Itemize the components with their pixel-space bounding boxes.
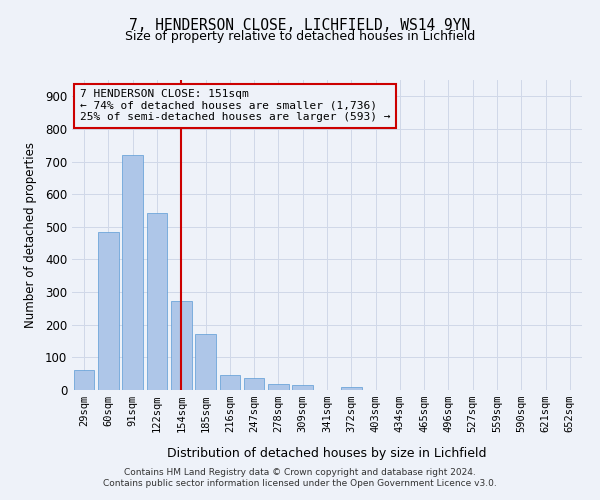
Text: Size of property relative to detached houses in Lichfield: Size of property relative to detached ho… [125,30,475,43]
Bar [341,386,362,390]
Bar [268,384,289,390]
Bar [292,386,313,390]
Text: Distribution of detached houses by size in Lichfield: Distribution of detached houses by size … [167,448,487,460]
Text: 7, HENDERSON CLOSE, LICHFIELD, WS14 9YN: 7, HENDERSON CLOSE, LICHFIELD, WS14 9YN [130,18,470,32]
Text: 7 HENDERSON CLOSE: 151sqm
← 74% of detached houses are smaller (1,736)
25% of se: 7 HENDERSON CLOSE: 151sqm ← 74% of detac… [80,90,390,122]
Bar [98,232,119,390]
Text: Contains HM Land Registry data © Crown copyright and database right 2024.
Contai: Contains HM Land Registry data © Crown c… [103,468,497,487]
Bar [171,301,191,390]
Bar [122,155,143,390]
Bar [195,334,216,390]
Bar [146,213,167,390]
Bar [74,370,94,390]
Y-axis label: Number of detached properties: Number of detached properties [23,142,37,328]
Bar [244,378,265,390]
Bar [220,374,240,390]
